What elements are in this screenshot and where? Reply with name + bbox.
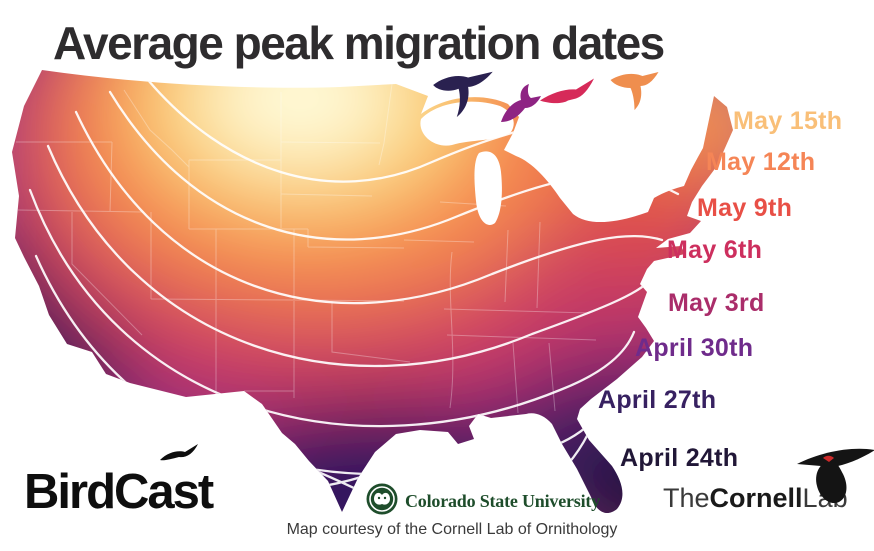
flying-bird-icon-orange xyxy=(606,70,662,117)
csu-wordmark: Colorado State University xyxy=(405,491,600,511)
date-label-may-12: May 12th xyxy=(706,148,816,176)
flying-bird-icon-purple xyxy=(494,82,544,132)
lake-superior xyxy=(420,101,514,146)
cornell-sapsucker-icon xyxy=(793,446,874,513)
date-label-april-24: April 24th xyxy=(620,444,739,472)
page-title: Average peak migration dates xyxy=(53,17,665,69)
birdcast-bird-icon xyxy=(158,440,200,471)
date-label-april-30: April 30th xyxy=(635,334,754,362)
map-credit-caption: Map courtesy of the Cornell Lab of Ornit… xyxy=(286,521,618,538)
csu-logo: Colorado State University xyxy=(366,483,600,520)
date-label-april-27: April 27th xyxy=(598,386,717,414)
great-lakes xyxy=(420,101,514,225)
birdcast-logo: BirdCast xyxy=(24,465,214,519)
flying-bird-icon-indigo xyxy=(424,68,499,125)
cornell-word-cornell: Cornell xyxy=(709,483,803,513)
cornell-word-the: The xyxy=(663,483,710,513)
date-label-may-6: May 6th xyxy=(667,236,763,264)
state-borders xyxy=(16,83,597,414)
lake-michigan xyxy=(474,151,502,225)
date-label-may-15: May 15th xyxy=(733,107,843,135)
flying-bird-icon-crimson xyxy=(538,74,596,115)
csu-ram-seal-icon xyxy=(366,483,398,520)
date-label-may-3: May 3rd xyxy=(668,289,765,317)
date-label-may-9: May 9th xyxy=(697,194,793,222)
